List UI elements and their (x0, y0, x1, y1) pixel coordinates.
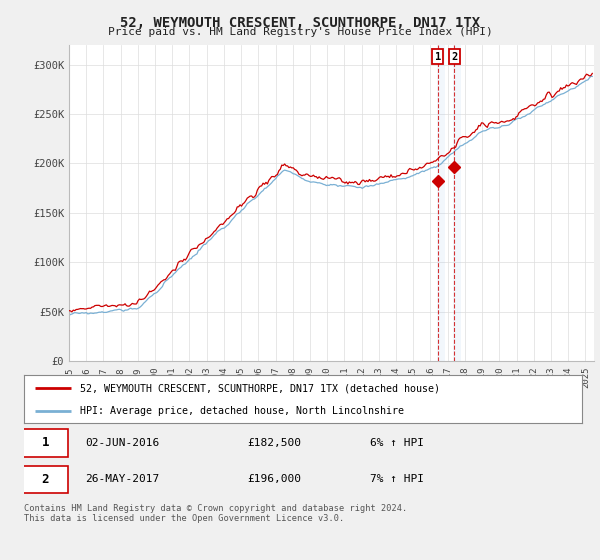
Text: HPI: Average price, detached house, North Lincolnshire: HPI: Average price, detached house, Nort… (80, 406, 404, 416)
FancyBboxPatch shape (23, 430, 68, 456)
Text: 26-MAY-2017: 26-MAY-2017 (85, 474, 160, 484)
Text: 2: 2 (41, 473, 49, 486)
FancyBboxPatch shape (23, 466, 68, 493)
Text: Price paid vs. HM Land Registry's House Price Index (HPI): Price paid vs. HM Land Registry's House … (107, 27, 493, 37)
Text: 1: 1 (434, 52, 441, 62)
Text: 52, WEYMOUTH CRESCENT, SCUNTHORPE, DN17 1TX (detached house): 52, WEYMOUTH CRESCENT, SCUNTHORPE, DN17 … (80, 383, 440, 393)
Text: 6% ↑ HPI: 6% ↑ HPI (370, 438, 424, 448)
Text: 02-JUN-2016: 02-JUN-2016 (85, 438, 160, 448)
Text: Contains HM Land Registry data © Crown copyright and database right 2024.
This d: Contains HM Land Registry data © Crown c… (24, 504, 407, 524)
Text: 52, WEYMOUTH CRESCENT, SCUNTHORPE, DN17 1TX: 52, WEYMOUTH CRESCENT, SCUNTHORPE, DN17 … (120, 16, 480, 30)
Bar (454, 45, 461, 361)
Text: 7% ↑ HPI: 7% ↑ HPI (370, 474, 424, 484)
Text: 2: 2 (451, 52, 457, 62)
Text: £182,500: £182,500 (247, 438, 301, 448)
Text: £196,000: £196,000 (247, 474, 301, 484)
Bar (437, 45, 445, 361)
Text: 1: 1 (41, 436, 49, 450)
